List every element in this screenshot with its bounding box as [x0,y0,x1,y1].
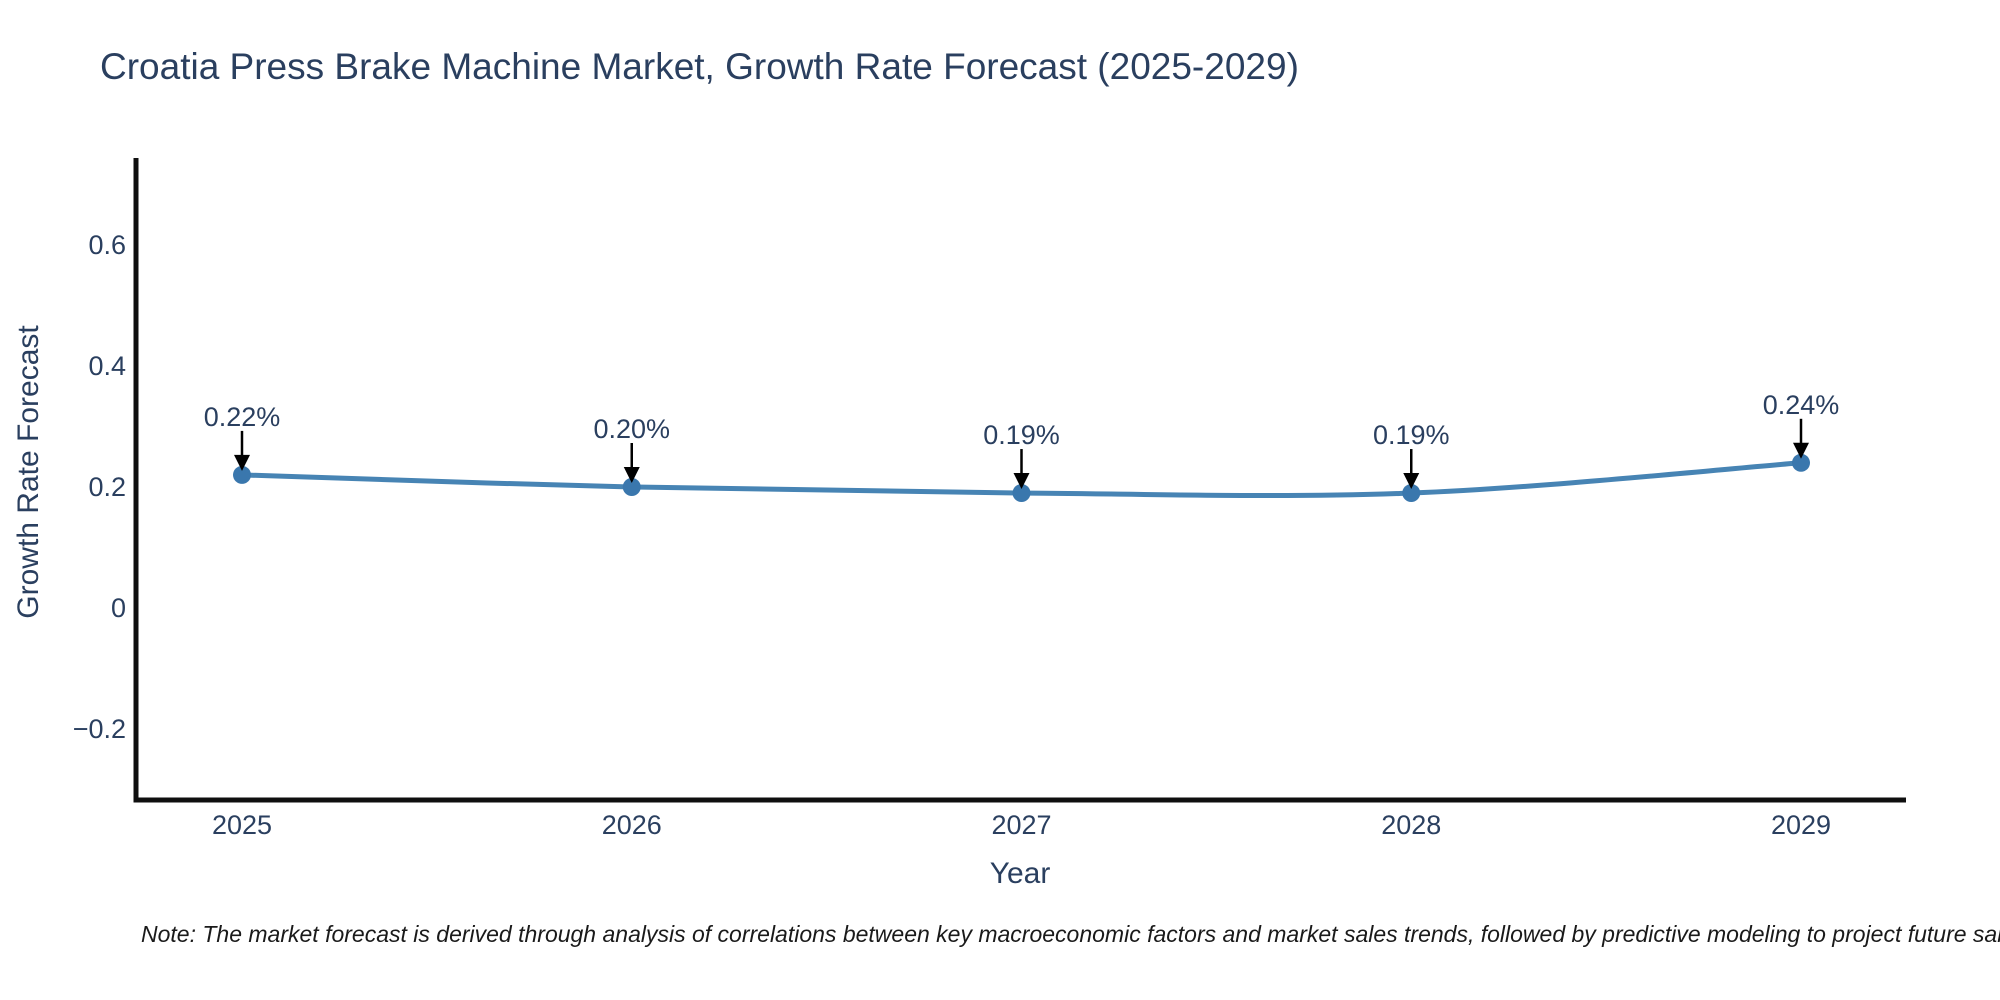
y-tick-label: 0.4 [88,351,126,381]
x-tick-label: 2029 [1771,810,1831,840]
data-point-marker [622,478,641,496]
chart-title: Croatia Press Brake Machine Market, Grow… [100,46,1299,87]
y-tick-label: 0 [111,593,126,623]
y-tick-label: 0.2 [88,472,126,502]
data-point-marker [1402,484,1421,503]
annotation-label: 0.24% [1763,390,1840,420]
annotation-arrowhead [1403,473,1420,490]
annotation-arrowhead [1013,473,1030,490]
x-tick-label: 2025 [212,810,272,840]
x-tick-label: 2026 [602,810,662,840]
annotation-label: 0.22% [204,402,281,432]
y-tick-label: −0.2 [73,714,126,744]
axes-layer: 0.6 0.4 0.2 0 −0.2 2025 2026 2027 2028 2029 [73,158,1906,840]
data-point-marker [1012,484,1031,503]
data-point-marker [233,465,251,484]
annotation-arrowhead [1793,442,1809,459]
annotation-label: 0.20% [593,414,670,444]
annotation-label: 0.19% [983,420,1060,450]
data-point-marker [1792,453,1810,472]
footnote: Note: The market forecast is derived thr… [141,921,2000,947]
x-tick-label: 2027 [991,810,1051,840]
annotation-label: 0.19% [1373,420,1450,450]
x-axis-title: Year [990,857,1051,890]
annotation-arrowhead [623,467,640,483]
y-axis-title: Growth Rate Forecast [12,325,45,619]
annotation-layer: 0.22% 0.20% 0.19% 0.19% 0.24% [204,390,1840,490]
annotation-arrowhead [234,454,250,471]
x-tick-label: 2028 [1381,810,1441,840]
y-tick-label: 0.6 [88,230,126,260]
series-layer [233,453,1810,503]
